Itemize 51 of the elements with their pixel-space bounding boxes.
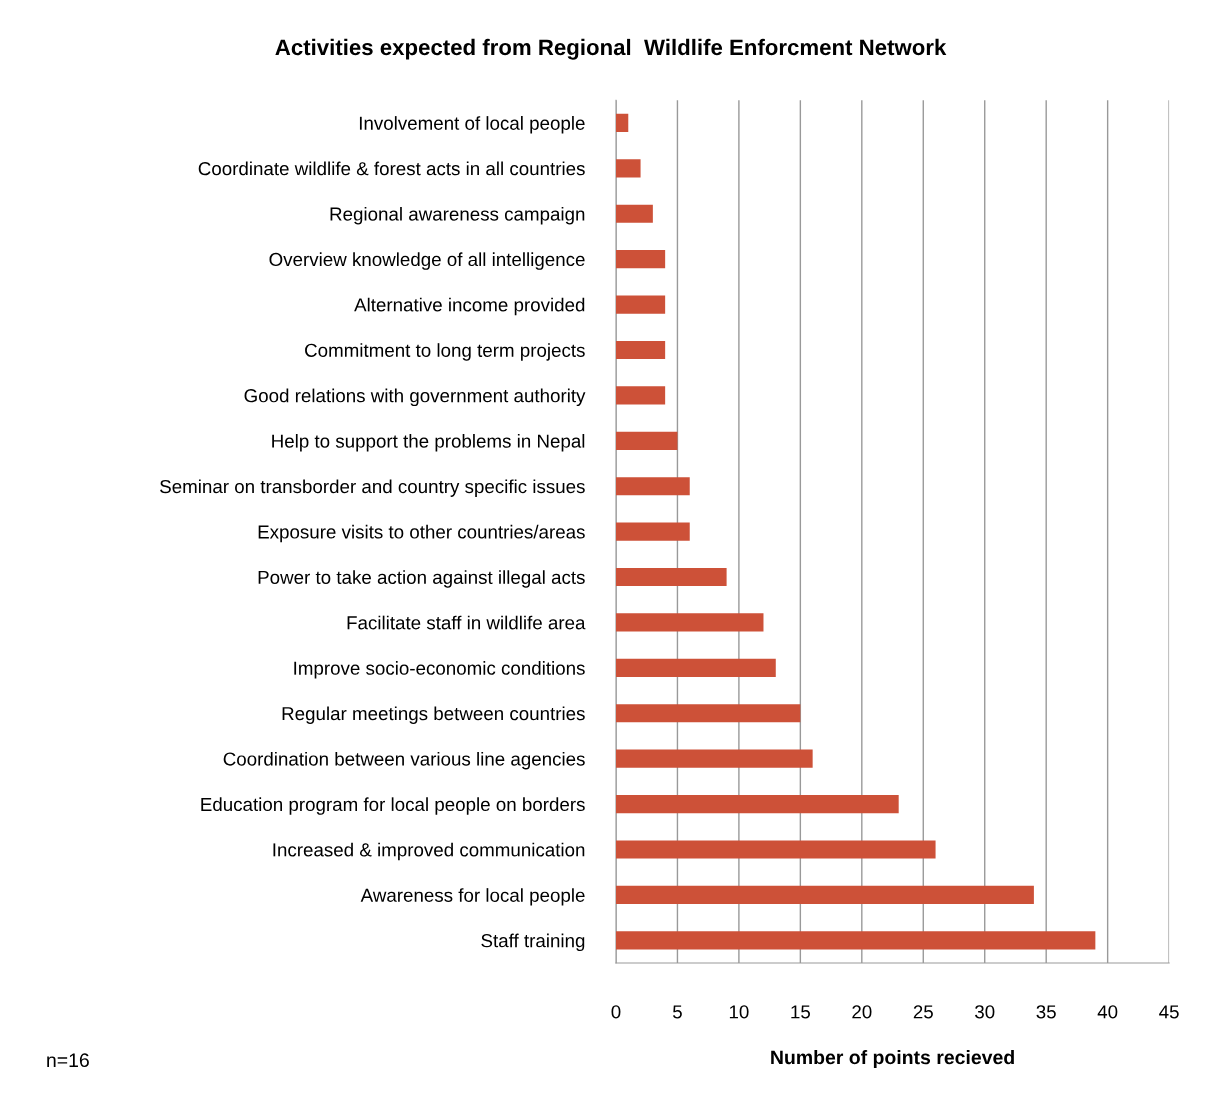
y-tick-label: Coordinate wildlife & forest acts in all countries [198,161,585,176]
y-tick-label: Increased & improved communication [273,842,585,861]
bar [615,477,690,496]
y-tick-label: Good relations with government authority [244,388,586,407]
chart-title: Activities expected from Regional Wildlife Enforcment Network [275,38,947,60]
bar [615,113,629,132]
y-tick-label: Coordination between various line agencies [223,751,585,770]
y-tick-label: Staff training [481,933,585,952]
y-tick-label: Overview knowledge of all intelligence [269,252,585,270]
x-tick-label: 5 [672,1005,682,1019]
x-tick-label: 15 [791,1005,810,1019]
bar [615,658,776,677]
x-axis-title: Number of points recieved [771,1049,1014,1069]
y-tick-label: Commitment to long term projects [305,343,585,361]
y-tick-label: Alternative income provided [354,297,585,316]
bar [615,204,653,223]
y-tick-label: Facilitate staff in wildlife area [347,615,586,630]
x-tick-label: 30 [975,1005,995,1019]
bar [615,885,1034,905]
x-tick-label: 25 [913,1005,933,1019]
bar [615,159,641,178]
y-tick-label: Involvement of local people [359,116,585,134]
x-tick-label: 35 [1036,1005,1056,1019]
x-tick-label: 40 [1097,1005,1118,1019]
bar [615,704,801,723]
bar [615,795,899,814]
bar [615,295,666,314]
y-tick-label: Awareness for local people [360,888,585,906]
x-tick-label: 0 [611,1005,621,1019]
bar [615,386,666,405]
bar [615,431,678,450]
bar [615,340,666,360]
y-tick-label: Education program for local people on borders [201,797,585,815]
y-tick-label: Improve socio-economic conditions [294,661,585,679]
y-tick-label: Help to support the problems in Nepal [272,434,585,452]
bar [615,613,764,632]
y-tick-label: Regional awareness campaign [330,206,585,225]
y-tick-label: Power to take action against illegal acts [258,570,585,588]
y-tick-label: Exposure visits to other countries/areas [258,524,585,543]
bar [615,931,1096,950]
y-tick-label: Seminar on transborder and country specific issues [160,479,585,497]
y-tick-label: Regular meetings between countries [282,706,585,724]
x-tick-label: 10 [729,1005,749,1019]
bar [615,840,936,859]
bar [615,567,727,587]
x-tick-label: 45 [1159,1005,1179,1019]
bar [615,522,690,541]
x-tick-label: 20 [852,1005,872,1019]
bar [615,749,813,768]
bar [615,250,666,269]
text: n=16 [47,1053,89,1068]
